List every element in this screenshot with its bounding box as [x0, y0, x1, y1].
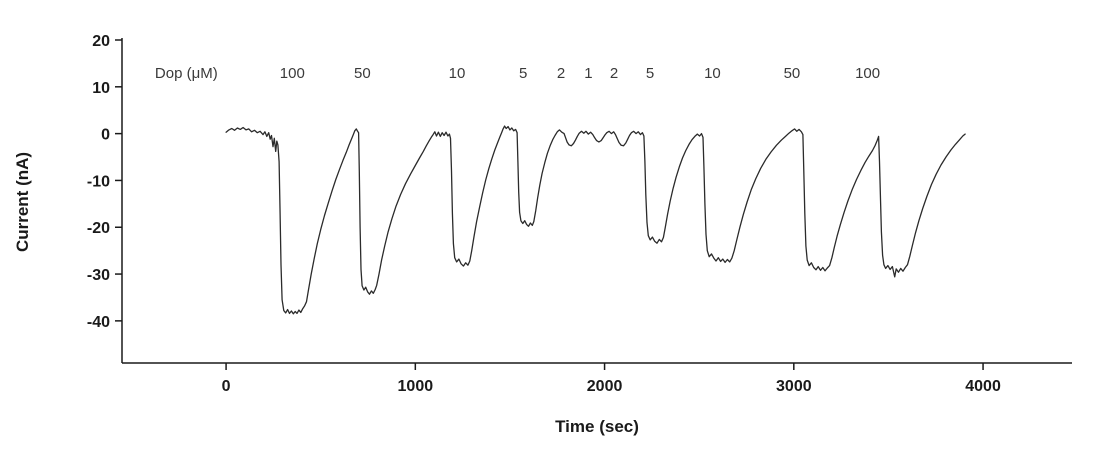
concentration-label: 5	[519, 65, 527, 82]
concentration-label: 10	[704, 65, 721, 82]
x-tick-label: 2000	[587, 378, 623, 395]
x-tick-label: 1000	[398, 378, 434, 395]
x-tick-label: 3000	[776, 378, 812, 395]
concentration-label: 1	[584, 65, 592, 82]
x-axis-label: Time (sec)	[555, 417, 639, 436]
x-tick-label: 4000	[965, 378, 1001, 395]
y-tick-label: 20	[92, 33, 110, 50]
y-tick-label: -30	[87, 267, 110, 284]
concentration-label: 5	[646, 65, 654, 82]
y-tick-label: -20	[87, 220, 110, 237]
y-tick-label: -10	[87, 173, 110, 190]
concentration-label: 10	[449, 65, 466, 82]
trace-layer	[225, 125, 966, 315]
concentration-label: 100	[855, 65, 880, 82]
y-axis-label: Current (nA)	[13, 152, 32, 252]
concentration-label: 50	[784, 65, 801, 82]
concentration-label: 2	[557, 65, 565, 82]
concentration-label: 50	[354, 65, 371, 82]
x-tick-label: 0	[222, 378, 231, 395]
y-tick-label: 0	[101, 127, 110, 144]
current-trace	[225, 125, 966, 315]
concentration-label: 2	[610, 65, 618, 82]
annotation-layer: Dop (μM) 100 50 10 5 2 1 2 5 10 50 100	[155, 65, 880, 82]
concentration-label: 100	[280, 65, 305, 82]
y-tick-label: -40	[87, 314, 110, 331]
dop-unit-label: Dop (μM)	[155, 65, 218, 82]
y-tick-label: 10	[92, 80, 110, 97]
